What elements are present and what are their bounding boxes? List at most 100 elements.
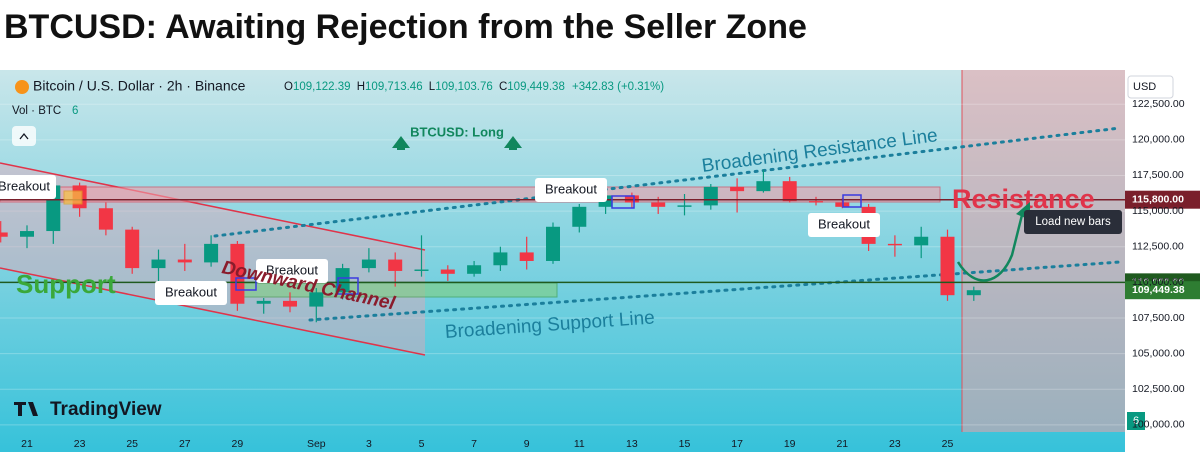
x-tick-label: 3	[366, 438, 372, 450]
candle-body	[20, 231, 34, 237]
candle-body	[256, 300, 271, 304]
breakout-label: Breakout	[808, 213, 880, 237]
breakout-label: Breakout	[0, 175, 56, 199]
x-tick-label: 21	[21, 438, 33, 450]
level-tag	[1125, 281, 1200, 300]
brand: TradingView	[50, 399, 162, 420]
breakout-label: Breakout	[535, 178, 607, 202]
brand-logo	[14, 402, 38, 416]
change: +342.83 (+0.31%)	[572, 81, 664, 93]
candle-body	[151, 259, 166, 269]
candles	[0, 169, 981, 323]
future-zone	[962, 70, 1125, 432]
candle-body	[361, 259, 376, 269]
breakout-text: Breakout	[818, 216, 870, 231]
x-tick-label: Sep	[307, 438, 326, 450]
candle-body	[730, 186, 745, 192]
breakout-text: Breakout	[0, 178, 50, 193]
x-tick-label: 11	[574, 438, 585, 450]
h-prefix: H	[357, 81, 365, 93]
candle-body	[677, 205, 692, 207]
x-tick-label: 25	[942, 438, 954, 450]
long-label: BTCUSD: Long	[410, 124, 504, 139]
currency-box[interactable]	[1127, 75, 1174, 99]
breakout-box	[235, 277, 257, 291]
x-tick-label: 25	[126, 438, 138, 450]
y-tick-label: 117,500.00	[1132, 169, 1184, 181]
y-tick-label: 107,500.00	[1132, 312, 1185, 324]
candle-body	[230, 243, 245, 304]
x-tick-label: 19	[784, 438, 796, 450]
x-tick-label: 15	[679, 438, 691, 450]
x-tick-label: 21	[836, 438, 848, 450]
candle-body	[940, 236, 955, 296]
channel-top	[0, 162, 426, 251]
load-bars-tooltip[interactable]	[1024, 210, 1122, 234]
badge-text: 6	[1133, 415, 1139, 427]
candle-body	[493, 252, 508, 266]
volume-label: Vol · BTC	[12, 105, 61, 117]
candle-body	[177, 259, 192, 263]
candle-body	[519, 252, 534, 261]
candle-body	[283, 300, 297, 307]
long-arrow	[392, 136, 410, 150]
candle-body	[335, 268, 350, 293]
y-tick-label: 115,000.00	[1132, 205, 1184, 217]
c-prefix: C	[499, 81, 507, 93]
ohlc: O109,122.39 H109,713.46 L109,103.76 C109…	[284, 81, 664, 93]
x-tick-label: 29	[232, 438, 244, 450]
y-tick-label: 105,000.00	[1132, 347, 1185, 359]
candle-body	[703, 186, 718, 206]
breakout-text: Breakout	[266, 262, 318, 277]
x-tick-label: 17	[731, 438, 743, 450]
collapse-icon[interactable]	[19, 132, 29, 140]
volume-value: 6	[72, 105, 78, 117]
close: 109,449.38	[507, 81, 565, 93]
candle-body	[440, 269, 455, 274]
breakout-box	[337, 277, 359, 295]
candle-body	[887, 243, 902, 246]
breakout-text: Breakout	[165, 284, 217, 299]
symbol: Bitcoin / U.S. Dollar · 2h · Binance	[33, 78, 246, 94]
breakout-label: Breakout	[155, 281, 227, 305]
chart-title: BTCUSD: Awaiting Rejection from the Sell…	[4, 8, 807, 46]
x-tick-label: 13	[626, 438, 638, 450]
candle-body	[572, 206, 587, 227]
candle-body	[125, 229, 140, 269]
x-tick-label: 23	[889, 438, 901, 450]
candle-body	[966, 290, 981, 296]
candle-body	[98, 208, 113, 230]
candle-body	[204, 243, 219, 263]
candle-body	[782, 181, 797, 202]
level-tag	[1125, 190, 1200, 209]
candle-body	[756, 181, 771, 192]
badge	[1127, 412, 1145, 430]
currency[interactable]: USD	[1133, 81, 1156, 93]
candle-body	[546, 226, 560, 261]
candle-body	[651, 202, 666, 207]
btc-icon	[15, 80, 29, 94]
price-axis	[1125, 70, 1200, 452]
support-trendline	[308, 260, 1122, 322]
y-tick-label: 120,000.00	[1132, 134, 1185, 146]
x-tick-label: 5	[419, 438, 425, 450]
candle-body	[388, 259, 403, 271]
y-tick-label: 122,500.00	[1132, 98, 1185, 110]
projection-arrow	[956, 214, 1024, 282]
long-arrow	[504, 136, 522, 150]
candle-body	[809, 201, 823, 203]
breakout-label: Breakout	[256, 259, 328, 283]
breakout-text: Breakout	[545, 181, 597, 196]
open: 109,122.39	[293, 81, 351, 93]
load-bars-text[interactable]: Load new bars	[1035, 216, 1111, 228]
y-tick-label: 110,000.00	[1132, 276, 1184, 288]
candle-body	[309, 292, 324, 307]
y-tick-label: 102,500.00	[1132, 383, 1185, 395]
support-label: Support	[16, 269, 116, 299]
collapse-button[interactable]	[12, 126, 36, 146]
l-prefix: L	[429, 81, 436, 93]
x-tick-label: 23	[74, 438, 86, 450]
y-tick-label: 112,500.00	[1132, 241, 1184, 253]
